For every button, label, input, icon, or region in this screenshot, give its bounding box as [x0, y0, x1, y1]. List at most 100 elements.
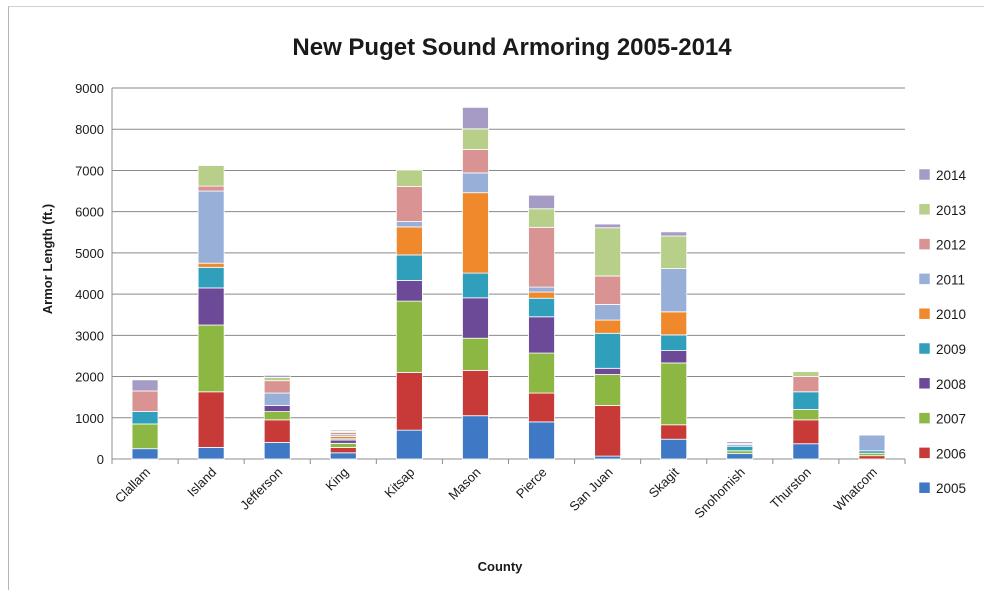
- bar-segment: [395, 226, 423, 256]
- bar-segment: [462, 149, 489, 174]
- bar-segment: [594, 223, 622, 229]
- legend-swatch: [918, 481, 931, 494]
- bar-segment: [660, 438, 688, 460]
- bar-segment: [792, 376, 820, 393]
- legend-swatch: [918, 412, 931, 424]
- bar-segment: [528, 208, 555, 228]
- y-tick-label: 0: [97, 452, 104, 467]
- legend-swatch: [918, 273, 931, 285]
- y-axis-ticks: 0 1000 2000 3000 4000 5000 6000 7000 8000 9000: [75, 81, 104, 467]
- bar-segment: [528, 392, 555, 423]
- bar-segment: [329, 439, 357, 444]
- y-tick-label: 9000: [75, 81, 104, 96]
- bar-segment: [528, 226, 555, 288]
- bar-segment: [462, 106, 489, 130]
- bar-segment: [726, 445, 754, 452]
- bar-segment: [858, 455, 886, 460]
- bar-segment: [858, 434, 886, 452]
- bar-segment: [395, 300, 423, 373]
- x-tick-label: Snohomish: [691, 465, 748, 522]
- x-tick-label: Mason: [445, 465, 483, 503]
- x-tick-label: Skagit: [646, 464, 682, 500]
- x-tick-label: Thurston: [767, 465, 814, 512]
- bar-segment: [792, 391, 820, 410]
- bar-segment: [594, 374, 622, 406]
- bar-segment: [792, 419, 820, 445]
- legend-swatch: [918, 203, 931, 216]
- bar-segment: [660, 311, 688, 336]
- bar-segment: [197, 185, 225, 192]
- bar-segment: [131, 390, 159, 412]
- chart-frame: New Puget Sound Armoring 2005-2014 Armor…: [8, 6, 984, 590]
- legend-label: 2006: [936, 446, 966, 461]
- y-tick-label: 2000: [75, 370, 104, 385]
- bar-segment: [131, 411, 159, 425]
- bar-segment: [131, 423, 159, 450]
- bar-segment: [131, 448, 159, 460]
- bar-segment: [792, 409, 820, 421]
- legend: 2014 2013 2012 2011 2010 2009 2008 2007 2006 2005: [918, 168, 967, 496]
- x-tick-label: Whatcom: [831, 465, 880, 514]
- bar-segment: [197, 324, 225, 393]
- x-tick-label: Pierce: [513, 465, 550, 502]
- legend-label: 2012: [936, 238, 966, 253]
- bar-segment: [726, 450, 754, 455]
- legend-swatch: [918, 307, 931, 320]
- bar-segment: [660, 268, 688, 313]
- bar-segment: [462, 415, 489, 460]
- bar-segment: [263, 380, 291, 394]
- bar-segment: [726, 441, 754, 444]
- legend-swatch: [918, 447, 931, 459]
- bar-segment: [197, 266, 225, 289]
- x-tick-label: San Juan: [566, 465, 615, 514]
- bar-segment: [528, 291, 555, 299]
- legend-swatch: [918, 342, 931, 355]
- legend-label: 2008: [936, 377, 966, 392]
- y-tick-label: 8000: [75, 122, 104, 137]
- bar-segment: [462, 272, 489, 299]
- bar-segment: [197, 165, 225, 187]
- bar-segment: [594, 405, 622, 457]
- bar-segment: [528, 316, 555, 354]
- bar-segment: [660, 231, 688, 237]
- bar-segment: [792, 443, 820, 460]
- bar-segment: [726, 453, 754, 460]
- y-axis-label: Armor Length (ft.): [40, 204, 55, 314]
- bar-segment: [197, 287, 225, 326]
- bar-segment: [395, 186, 423, 222]
- bar-segment: [660, 334, 688, 351]
- bar-segment: [594, 455, 622, 460]
- bar-segment: [594, 304, 622, 321]
- bar-segment: [263, 419, 291, 443]
- y-tick-label: 1000: [75, 411, 104, 426]
- legend-swatch: [918, 168, 931, 181]
- bar-segment: [660, 235, 688, 269]
- bar-segment: [594, 319, 622, 334]
- bar-segment: [395, 280, 423, 302]
- bar-segment: [462, 172, 489, 194]
- bar-segment: [197, 262, 225, 268]
- bar-segment: [462, 297, 489, 339]
- legend-label: 2014: [936, 168, 967, 183]
- bar-segment: [528, 286, 555, 293]
- legend-label: 2005: [936, 481, 966, 496]
- bar-segment: [395, 372, 423, 431]
- x-tick-label: Jefferson: [237, 465, 285, 513]
- bar-segment: [263, 442, 291, 460]
- bar-segment: [660, 350, 688, 364]
- legend-label: 2007: [936, 412, 966, 427]
- bar-segment: [263, 411, 291, 421]
- legend-label: 2013: [936, 203, 966, 218]
- bar-segment: [660, 424, 688, 440]
- bar-segment: [462, 337, 489, 371]
- bar-segment: [395, 254, 423, 281]
- bar-segment: [462, 192, 489, 274]
- bar-segment: [263, 374, 291, 378]
- bar-segment: [197, 447, 225, 460]
- bar-segment: [395, 221, 423, 228]
- bar-segment: [329, 447, 357, 454]
- bar-segment: [528, 352, 555, 394]
- legend-label: 2010: [936, 307, 966, 322]
- stacked-bar-chart: New Puget Sound Armoring 2005-2014 Armor…: [40, 34, 967, 574]
- x-tick-label: Clallam: [112, 465, 153, 506]
